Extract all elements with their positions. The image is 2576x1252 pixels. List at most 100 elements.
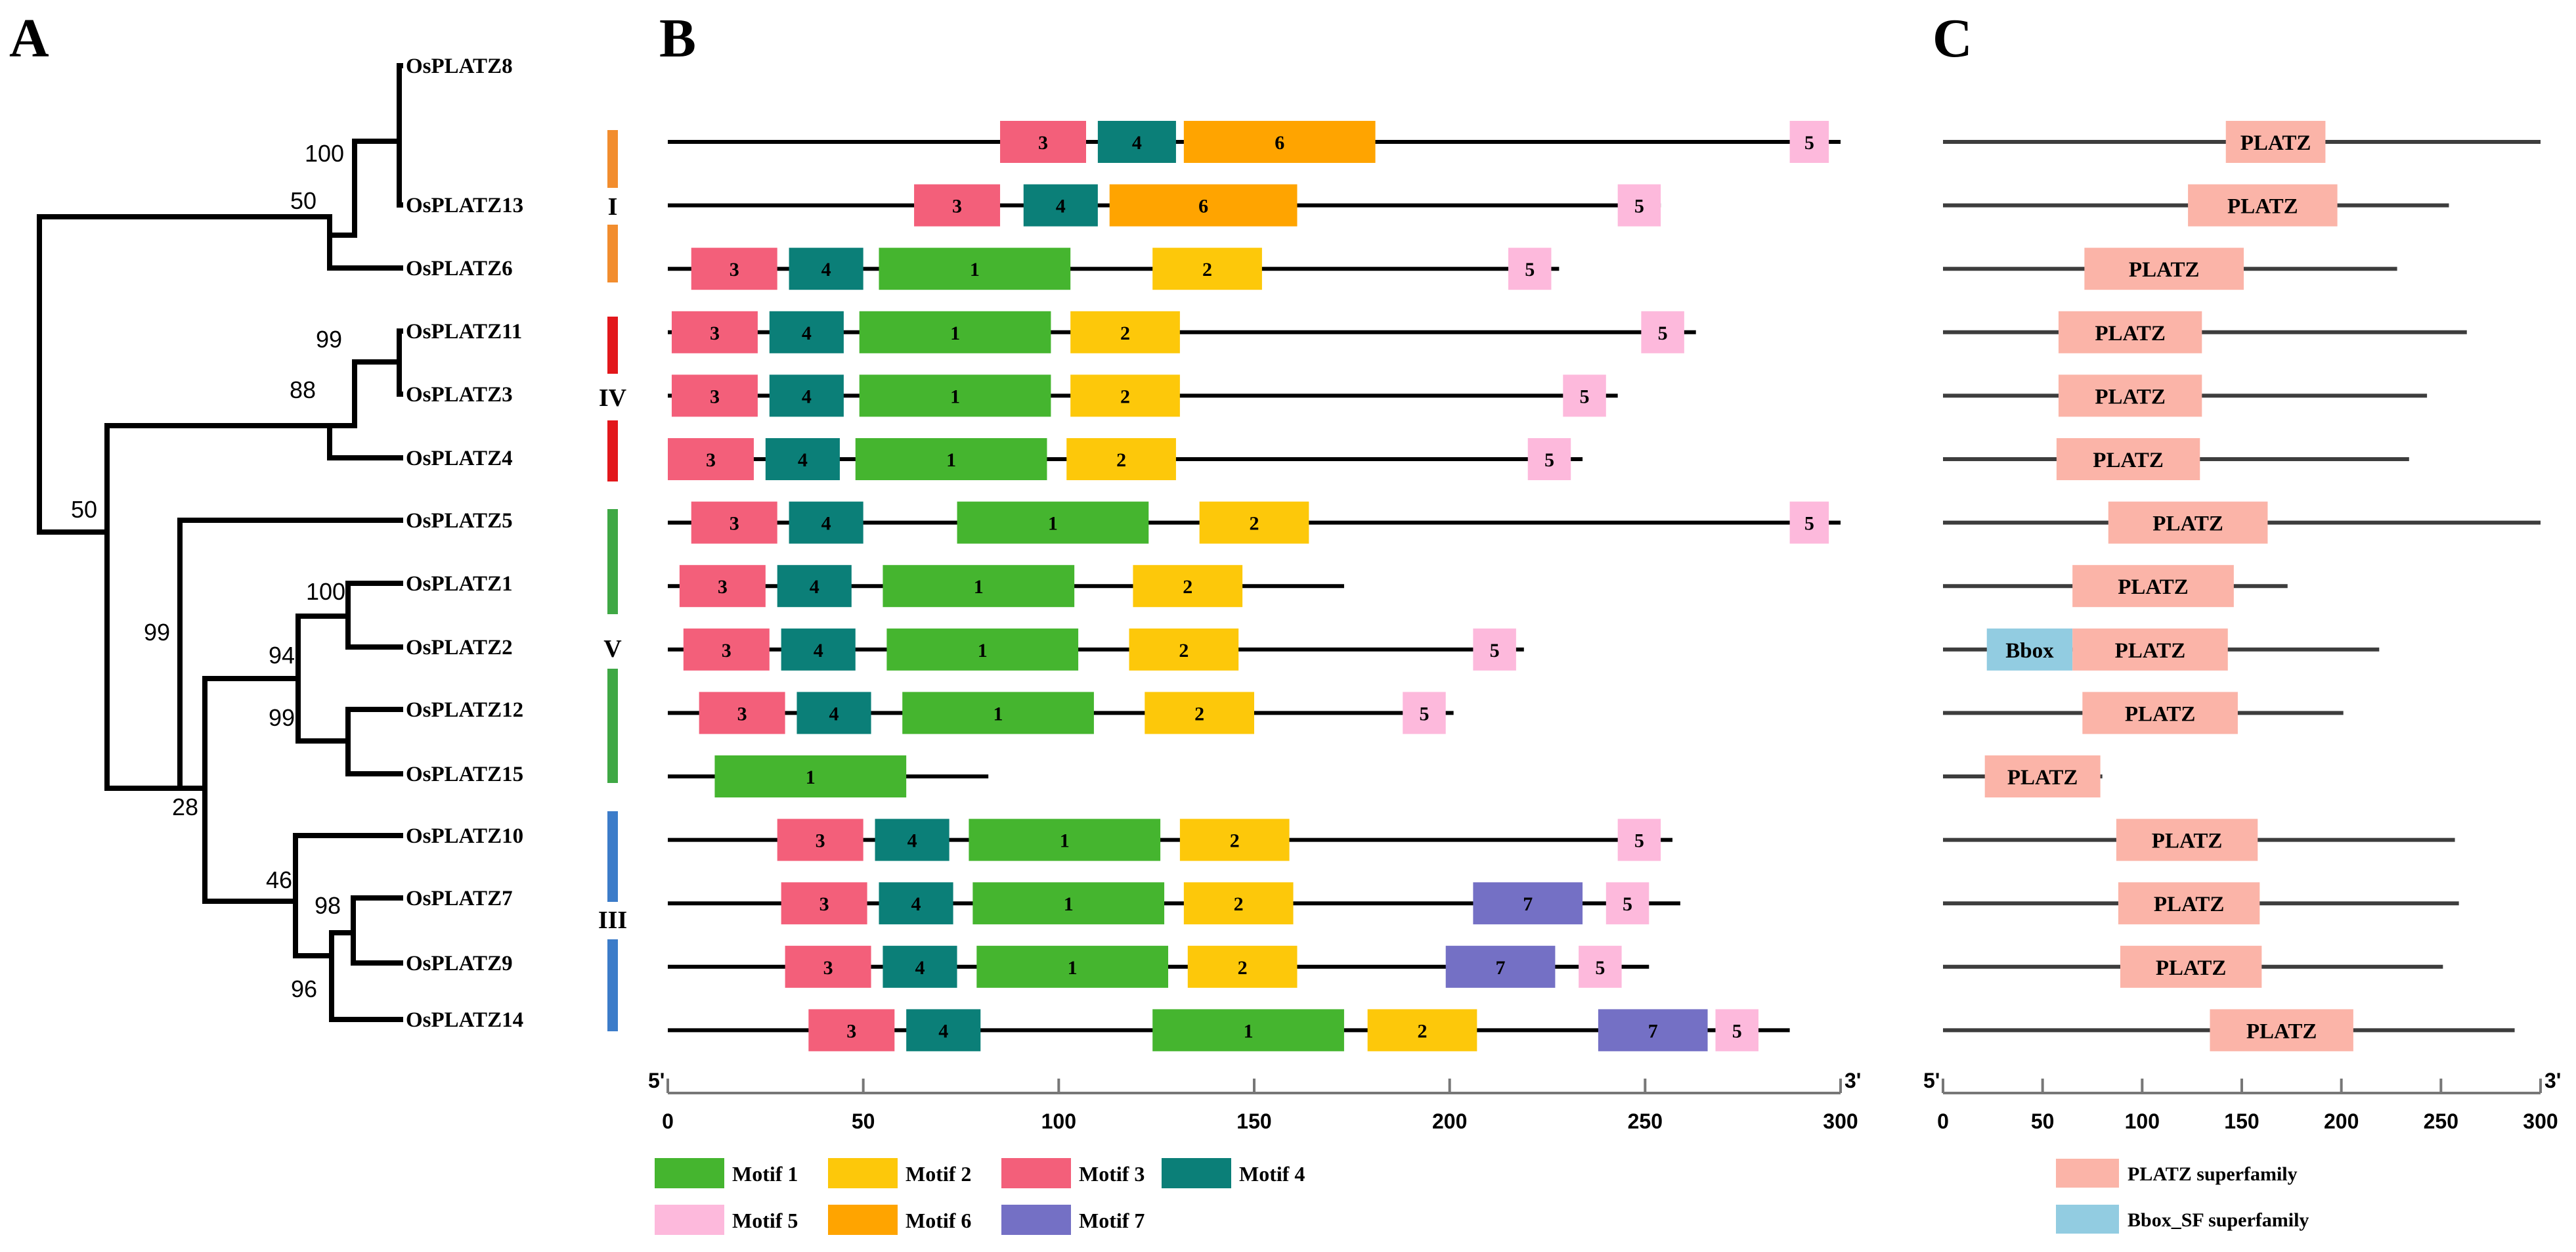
motif-box	[777, 565, 852, 608]
motif-box	[1070, 374, 1180, 417]
motif-box	[886, 628, 1079, 671]
motif-box	[1473, 882, 1583, 925]
motif-box	[1187, 945, 1298, 988]
domain-label: PLATZ	[2240, 131, 2311, 155]
motif-box	[671, 311, 758, 353]
motif-number: 1	[950, 323, 960, 344]
gene-label: OsPLATZ4	[406, 447, 513, 470]
motif-box	[1183, 882, 1294, 925]
bootstrap-value: 28	[172, 794, 198, 820]
group-bar-v	[607, 509, 618, 614]
motif-box	[1183, 121, 1376, 163]
gene-label: OsPLATZ15	[406, 763, 523, 786]
motif-box	[769, 311, 844, 353]
motif-number: 5	[1732, 1020, 1742, 1042]
motif-box	[1109, 184, 1298, 227]
motif-box	[1598, 1009, 1708, 1052]
axis-tick-label: 150	[1236, 1109, 1271, 1133]
motif-row: 3 4 1 2 5	[668, 818, 1673, 861]
motif-legend: Motif 1 Motif 2 Motif 3 Motif 4 Motif 5 Motif…	[655, 1158, 1305, 1235]
motif-number: 3	[1038, 132, 1048, 154]
axis-tick-label: 200	[2324, 1109, 2359, 1133]
panel-letter-a: A	[9, 8, 49, 69]
motif-axis: 0 50 100 150 200 250 300 5' 3'	[648, 1069, 1861, 1133]
motif-number: 3	[952, 196, 962, 217]
motif-number: 5	[1658, 323, 1668, 344]
motif-row: 3 4 1 2	[668, 565, 1344, 608]
motif-box	[1605, 882, 1649, 925]
motif-box	[1789, 501, 1829, 544]
motif-row: 3 4 1 2 5	[668, 311, 1696, 353]
motif-box	[1508, 248, 1552, 290]
bootstrap-value: 96	[291, 975, 317, 1002]
group-bar-iii	[607, 939, 618, 1031]
motif-number: 5	[1580, 386, 1590, 407]
axis-tick-label: 100	[1041, 1109, 1076, 1133]
platz-domain	[2108, 501, 2268, 544]
motif-number: 3	[718, 576, 728, 598]
motif-row: 3 4 1 2 5	[668, 438, 1583, 480]
bootstrap-value: 100	[306, 578, 345, 605]
motif-number: 2	[1230, 830, 1240, 852]
motif-box	[1403, 692, 1446, 734]
motif-box	[1473, 628, 1516, 671]
bootstrap-value: 50	[71, 496, 97, 523]
tree-branch	[293, 930, 403, 1022]
motif-box	[1641, 311, 1684, 353]
motif-number: 1	[806, 767, 816, 788]
motif-box	[859, 311, 1051, 353]
axis-end-label: 3'	[1845, 1069, 1861, 1092]
domain-label: PLATZ	[2095, 385, 2166, 409]
motif-box	[1715, 1009, 1758, 1052]
motif-row: 3 4 1 2 5	[668, 374, 1618, 417]
legend-swatch	[2056, 1159, 2119, 1188]
platz-domain	[2058, 374, 2202, 417]
bootstrap-value: 99	[144, 619, 170, 646]
motif-box	[1097, 121, 1176, 163]
legend-label: Motif 1	[732, 1162, 798, 1186]
motif-box	[914, 184, 1001, 227]
motif-box	[906, 1009, 981, 1052]
tree-branch	[327, 359, 403, 460]
bootstrap-value: 46	[266, 866, 292, 893]
tree-labels: OsPLATZ8 OsPLATZ13 OsPLATZ6 OsPLATZ11 OsPLAT…	[406, 55, 523, 1032]
motif-box	[879, 882, 953, 925]
panel-letter-c: C	[1932, 8, 1973, 69]
group-label-v: V	[603, 635, 622, 663]
motif-box	[879, 248, 1071, 290]
motif-number: 5	[1623, 893, 1632, 915]
motif-box	[855, 438, 1047, 480]
gene-label: OsPLATZ7	[406, 887, 513, 910]
bootstrap-value: 50	[290, 187, 317, 214]
axis-tick-label: 0	[1937, 1109, 1949, 1133]
group-bar-iii	[607, 811, 618, 902]
platz-domain	[1984, 755, 2101, 797]
motif-number: 4	[802, 386, 812, 407]
gene-label: OsPLATZ6	[406, 257, 513, 280]
motif-number: 4	[1132, 132, 1142, 154]
axis-tick-label: 100	[2125, 1109, 2160, 1133]
gene-label: OsPLATZ11	[406, 320, 522, 344]
platz-domain	[2210, 1009, 2353, 1052]
motif-number: 5	[1634, 830, 1644, 852]
motif-number: 5	[1804, 132, 1814, 154]
platz-domain	[2058, 311, 2202, 353]
tree-branch	[104, 423, 183, 791]
motif-number: 3	[816, 830, 825, 852]
group-bar-i	[607, 225, 618, 282]
legend-swatch	[1001, 1205, 1071, 1235]
motif-number: 2	[1120, 323, 1130, 344]
motif-row: 1	[668, 755, 989, 797]
motif-box	[699, 692, 785, 734]
axis-tick-label: 0	[662, 1109, 674, 1133]
group-bar-iv	[607, 317, 618, 374]
motif-number: 1	[950, 386, 960, 407]
legend-swatch	[828, 1158, 898, 1188]
axis-tick-label: 300	[2523, 1109, 2558, 1133]
tree-branch	[293, 833, 403, 958]
platz-domain	[2120, 945, 2262, 988]
domain-label: PLATZ	[2156, 956, 2227, 980]
domain-label: PLATZ	[2093, 449, 2164, 472]
axis-tick-label: 50	[2031, 1109, 2055, 1133]
motif-box	[1066, 438, 1176, 480]
